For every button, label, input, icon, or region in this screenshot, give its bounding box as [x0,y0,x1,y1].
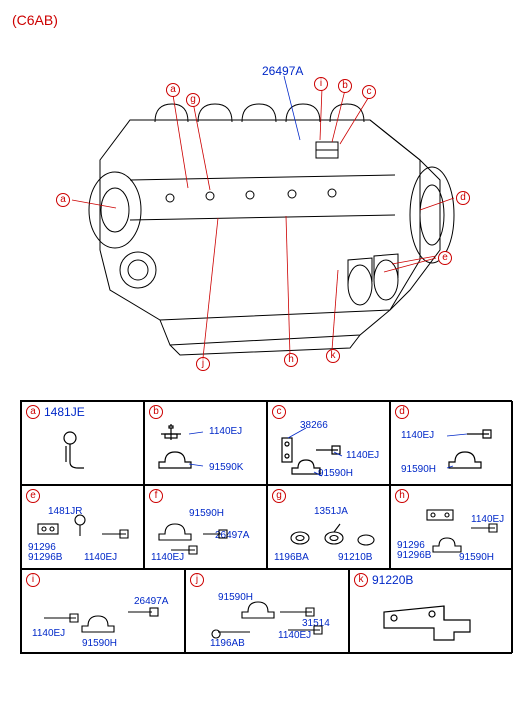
callout-g: g [186,92,200,107]
callout-h: h [284,352,298,367]
ring-c-icon: c [272,405,286,419]
bracket-bolt-icon [276,424,346,480]
callout-a-left: a [56,192,70,207]
part-label: 91220B [372,573,413,587]
ring-f-icon: f [149,489,163,503]
callout-k: k [326,348,340,363]
bolt-clamp-pin-icon [36,592,176,646]
bolt-clamp-icon [443,426,503,476]
ring-b-icon: b [149,405,163,419]
ring-d-icon: d [456,191,470,205]
cell-i: i 26497A 1140EJ 91590H [21,569,185,653]
washers-icon [280,510,380,560]
clamp-pin-icon [155,510,235,560]
ring-j-icon: j [196,357,210,371]
callout-e: e [438,250,452,265]
ring-k-icon: k [354,573,368,587]
cell-j: j 91590H 31514 1140EJ 1196AB [185,569,349,653]
grid-row: i 26497A 1140EJ 91590H j [21,569,511,653]
callout-26497a: 26497A [262,64,303,78]
part-label: 1481JE [44,405,85,419]
ring-a-top-icon: a [166,83,180,97]
ring-a-icon: a [26,405,40,419]
bracket-icon [374,592,494,646]
callout-d: d [456,190,470,205]
cell-k: k 91220B [349,569,513,653]
ring-a-left-icon: a [56,193,70,207]
ring-g-icon: g [272,489,286,503]
cell-a: a 1481JE [21,401,144,485]
ring-h-icon: h [395,489,409,503]
ring-g-icon: g [186,93,200,107]
part-label: 1140EJ [346,450,379,461]
ring-h-icon: h [284,353,298,367]
ring-i-icon: i [314,77,328,91]
ring-c-icon: c [362,85,376,99]
callout-j: j [196,356,210,371]
ring-e-icon: e [26,489,40,503]
part-label: 91590H [401,464,436,475]
part-label: 1140EJ [401,430,434,441]
multi-part-icon [30,506,140,562]
bolt-clamp-icon [155,424,209,474]
cell-d: d 1140EJ 91590H [390,401,513,485]
callout-i: i [314,76,328,91]
ring-d-icon: d [395,405,409,419]
cell-h: h 1140EJ 91296 91296B 91590H [390,485,513,569]
part-label: 1140EJ [209,426,242,437]
bracket-clamp-icon [399,506,509,560]
leader-lines [0,40,532,390]
callout-a-top: a [166,82,180,97]
ring-e-icon: e [438,251,452,265]
ring-b-icon: b [338,79,352,93]
cell-b: b 1140EJ 91590K [144,401,267,485]
cell-e: e 1481JR 91296 91296B 1140EJ [21,485,144,569]
parts-grid: a 1481JE b 1140EJ 91590K [20,400,512,654]
cell-c: c 38266 1140EJ 91590H [267,401,390,485]
grid-row: e 1481JR 91296 91296B 1140EJ [21,485,511,569]
ring-k-icon: k [326,349,340,363]
clamp-bolts-icon [194,590,344,646]
callout-b: b [338,78,352,93]
diagram-title: (C6AB) [12,12,58,28]
cell-g: g 1351JA 1196BA 91210B [267,485,390,569]
clip-icon [56,428,96,472]
cell-f: f 91590H 26497A 1140EJ [144,485,267,569]
ring-i-icon: i [26,573,40,587]
grid-row: a 1481JE b 1140EJ 91590K [21,401,511,485]
callout-c: c [362,84,376,99]
ring-j-icon: j [190,573,204,587]
engine-diagram: 26497A a a g i b c d e j h k [0,40,532,390]
part-label: 91590K [209,462,243,473]
